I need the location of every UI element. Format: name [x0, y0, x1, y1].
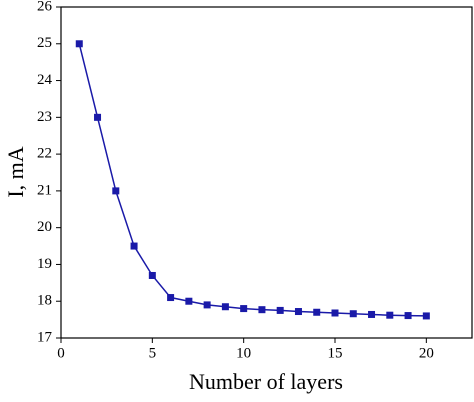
marker [349, 310, 357, 318]
x-tick-label: 5 [149, 345, 157, 361]
marker [185, 297, 193, 305]
marker [404, 312, 412, 320]
marker [203, 301, 211, 309]
y-tick-label: 23 [37, 109, 52, 125]
y-tick-label: 26 [37, 0, 53, 14]
marker [148, 271, 156, 279]
marker [240, 305, 248, 313]
marker [130, 242, 138, 250]
x-tick-label: 20 [419, 345, 434, 361]
y-tick-label: 20 [37, 219, 52, 235]
marker [221, 303, 229, 311]
y-tick-label: 17 [37, 329, 53, 345]
marker [112, 187, 120, 195]
marker [294, 308, 302, 316]
x-axis-title: Number of layers [189, 369, 343, 394]
plot-frame [60, 6, 473, 339]
marker [313, 308, 321, 316]
marker [386, 311, 394, 319]
marker [276, 306, 284, 314]
y-tick-label: 19 [37, 256, 52, 272]
x-tick-label: 0 [57, 345, 65, 361]
y-tick-label: 18 [37, 293, 52, 309]
x-tick-label: 15 [328, 345, 343, 361]
y-tick-label: 22 [37, 146, 52, 162]
marker [422, 312, 430, 320]
y-tick-label: 24 [37, 72, 53, 88]
marker [167, 294, 175, 302]
y-tick-label: 21 [37, 182, 52, 198]
series-line [78, 43, 427, 317]
y-axis-title: I, mA [3, 146, 28, 197]
y-tick-label: 25 [37, 35, 52, 51]
marker [75, 40, 83, 48]
marker [258, 306, 266, 314]
marker [368, 310, 376, 318]
marker [331, 309, 339, 317]
marker [94, 113, 102, 121]
x-tick-label: 10 [236, 345, 251, 361]
